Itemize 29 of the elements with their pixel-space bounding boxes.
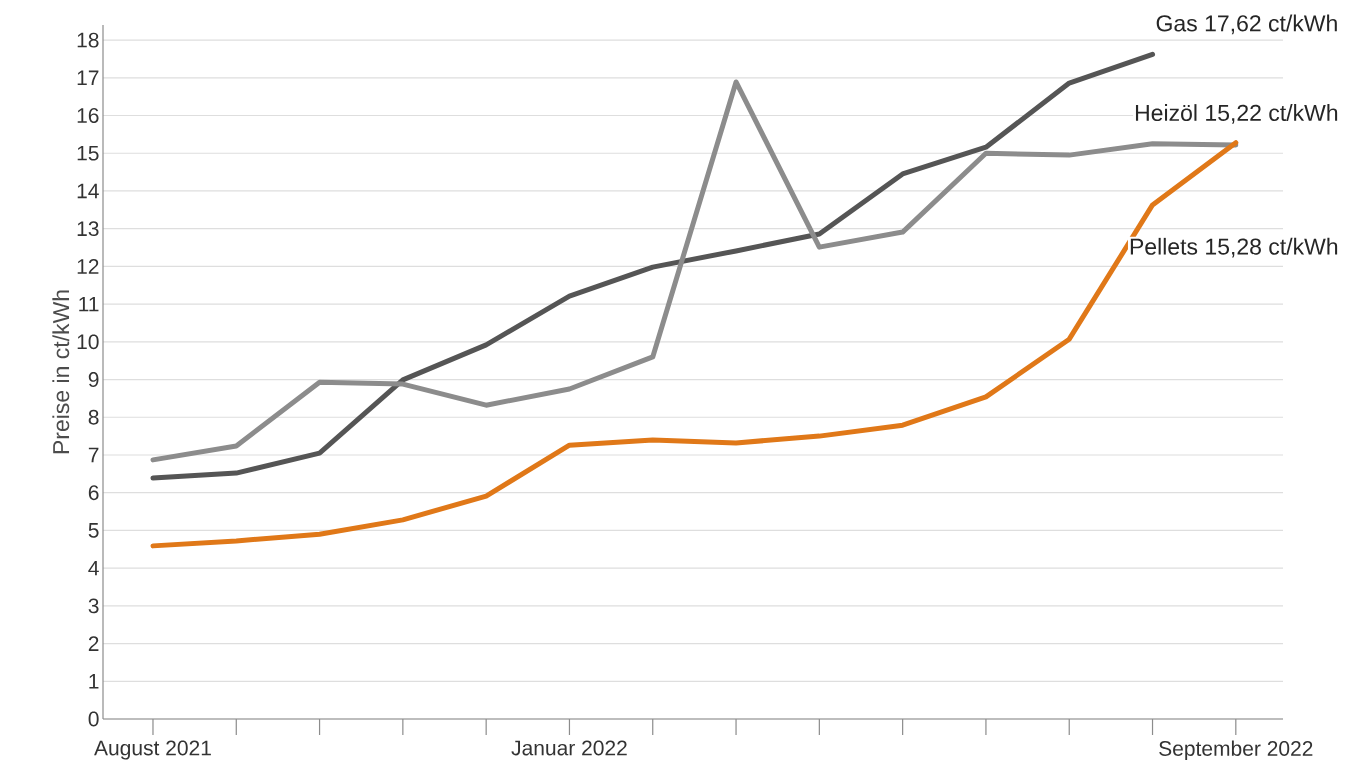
- y-tick-label: 10: [77, 334, 99, 350]
- y-tick-label: 18: [77, 32, 99, 48]
- y-tick-label: 8: [88, 409, 99, 425]
- y-tick-label: 13: [77, 221, 99, 237]
- y-tick-label: 11: [79, 296, 99, 312]
- x-tick-label: August 2021: [94, 740, 211, 760]
- y-tick-label: 14: [77, 183, 99, 199]
- annotation: 15,28 ct/kWh: [1206, 237, 1338, 258]
- series-label: Heizöl: [1135, 104, 1197, 122]
- y-tick-label: 17: [77, 70, 99, 86]
- annotation: 15,22 ct/kWh: [1206, 104, 1338, 124]
- y-tick-label: 2: [88, 636, 99, 651]
- y-tick-label: 1: [89, 674, 99, 689]
- y-tick-label: 4: [88, 560, 99, 576]
- y-tick-label: 16: [77, 108, 99, 123]
- x-tick-label: Januar 2022: [511, 740, 627, 756]
- y-tick-label: 6: [88, 485, 99, 501]
- y-tick-label: 15: [77, 145, 99, 161]
- series-label: Gas: [1156, 15, 1197, 32]
- y-tick-label: 12: [77, 259, 99, 274]
- y-tick-label: 5: [88, 523, 99, 538]
- y-tick-label: 0: [88, 711, 99, 727]
- y-tick-label: 9: [88, 372, 99, 387]
- series-label: Pellets: [1130, 237, 1198, 255]
- y-axis-title: Preise in ct/kWh: [52, 290, 70, 454]
- annotation: 17,62 ct/kWh: [1205, 14, 1337, 35]
- x-tick-label: September 2022: [1159, 740, 1313, 761]
- y-tick-label: 7: [88, 447, 99, 463]
- y-tick-label: 3: [88, 598, 99, 614]
